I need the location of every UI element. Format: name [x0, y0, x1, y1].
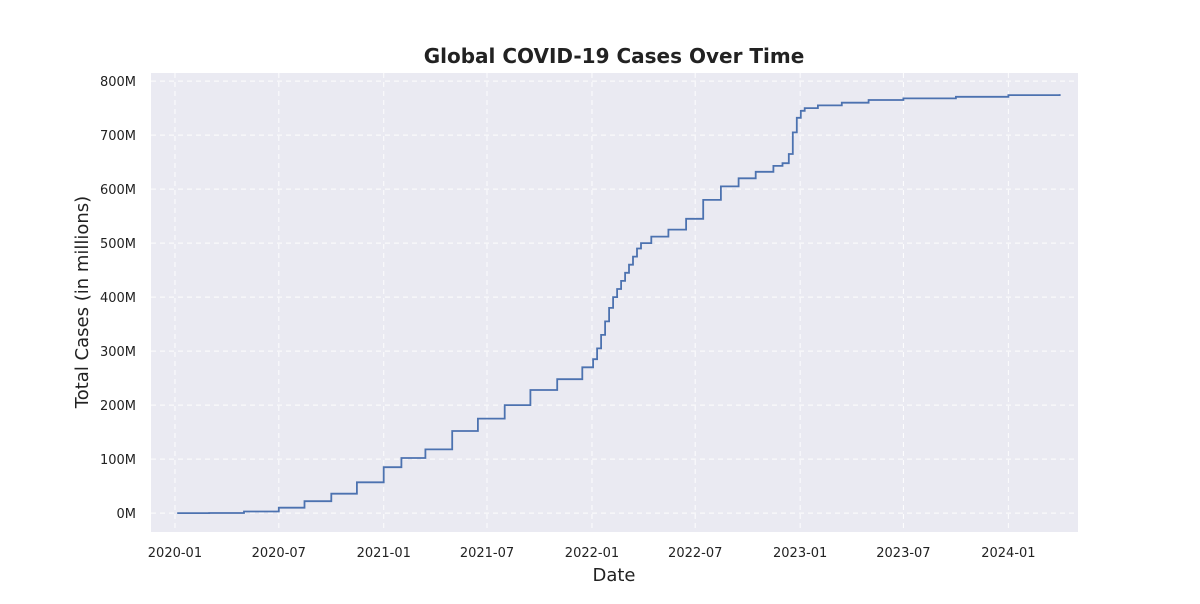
x-tick-label: 2022-07: [668, 546, 722, 561]
y-tick-label: 300M: [100, 345, 136, 360]
chart-title: Global COVID-19 Cases Over Time: [424, 44, 805, 68]
x-tick-label: 2020-01: [148, 546, 202, 561]
tick-labels: 2020-01 2020-07 2021-01 2021-07 2022-01 2022-…: [100, 75, 1036, 561]
x-tick-label: 2022-01: [565, 546, 619, 561]
x-tick-label: 2023-07: [876, 546, 930, 561]
x-tick-label: 2020-07: [252, 546, 306, 561]
y-tick-label: 100M: [100, 453, 136, 468]
plot-background: [151, 73, 1078, 532]
y-tick-label: 500M: [100, 237, 136, 252]
y-tick-label: 800M: [100, 75, 136, 90]
y-tick-label: 600M: [100, 183, 136, 198]
y-tick-label: 700M: [100, 129, 136, 144]
x-axis-label: Date: [592, 565, 635, 586]
x-tick-label: 2024-01: [981, 546, 1035, 561]
series-line: [177, 94, 1061, 514]
y-tick-label: 400M: [100, 291, 136, 306]
grid-lines: [151, 73, 1078, 532]
x-tick-label: 2023-01: [773, 546, 827, 561]
x-tick-label: 2021-01: [357, 546, 411, 561]
y-tick-label: 200M: [100, 399, 136, 414]
y-tick-label: 0M: [117, 507, 137, 522]
x-tick-label: 2021-07: [460, 546, 514, 561]
y-axis-label: Total Cases (in millions): [72, 196, 93, 409]
